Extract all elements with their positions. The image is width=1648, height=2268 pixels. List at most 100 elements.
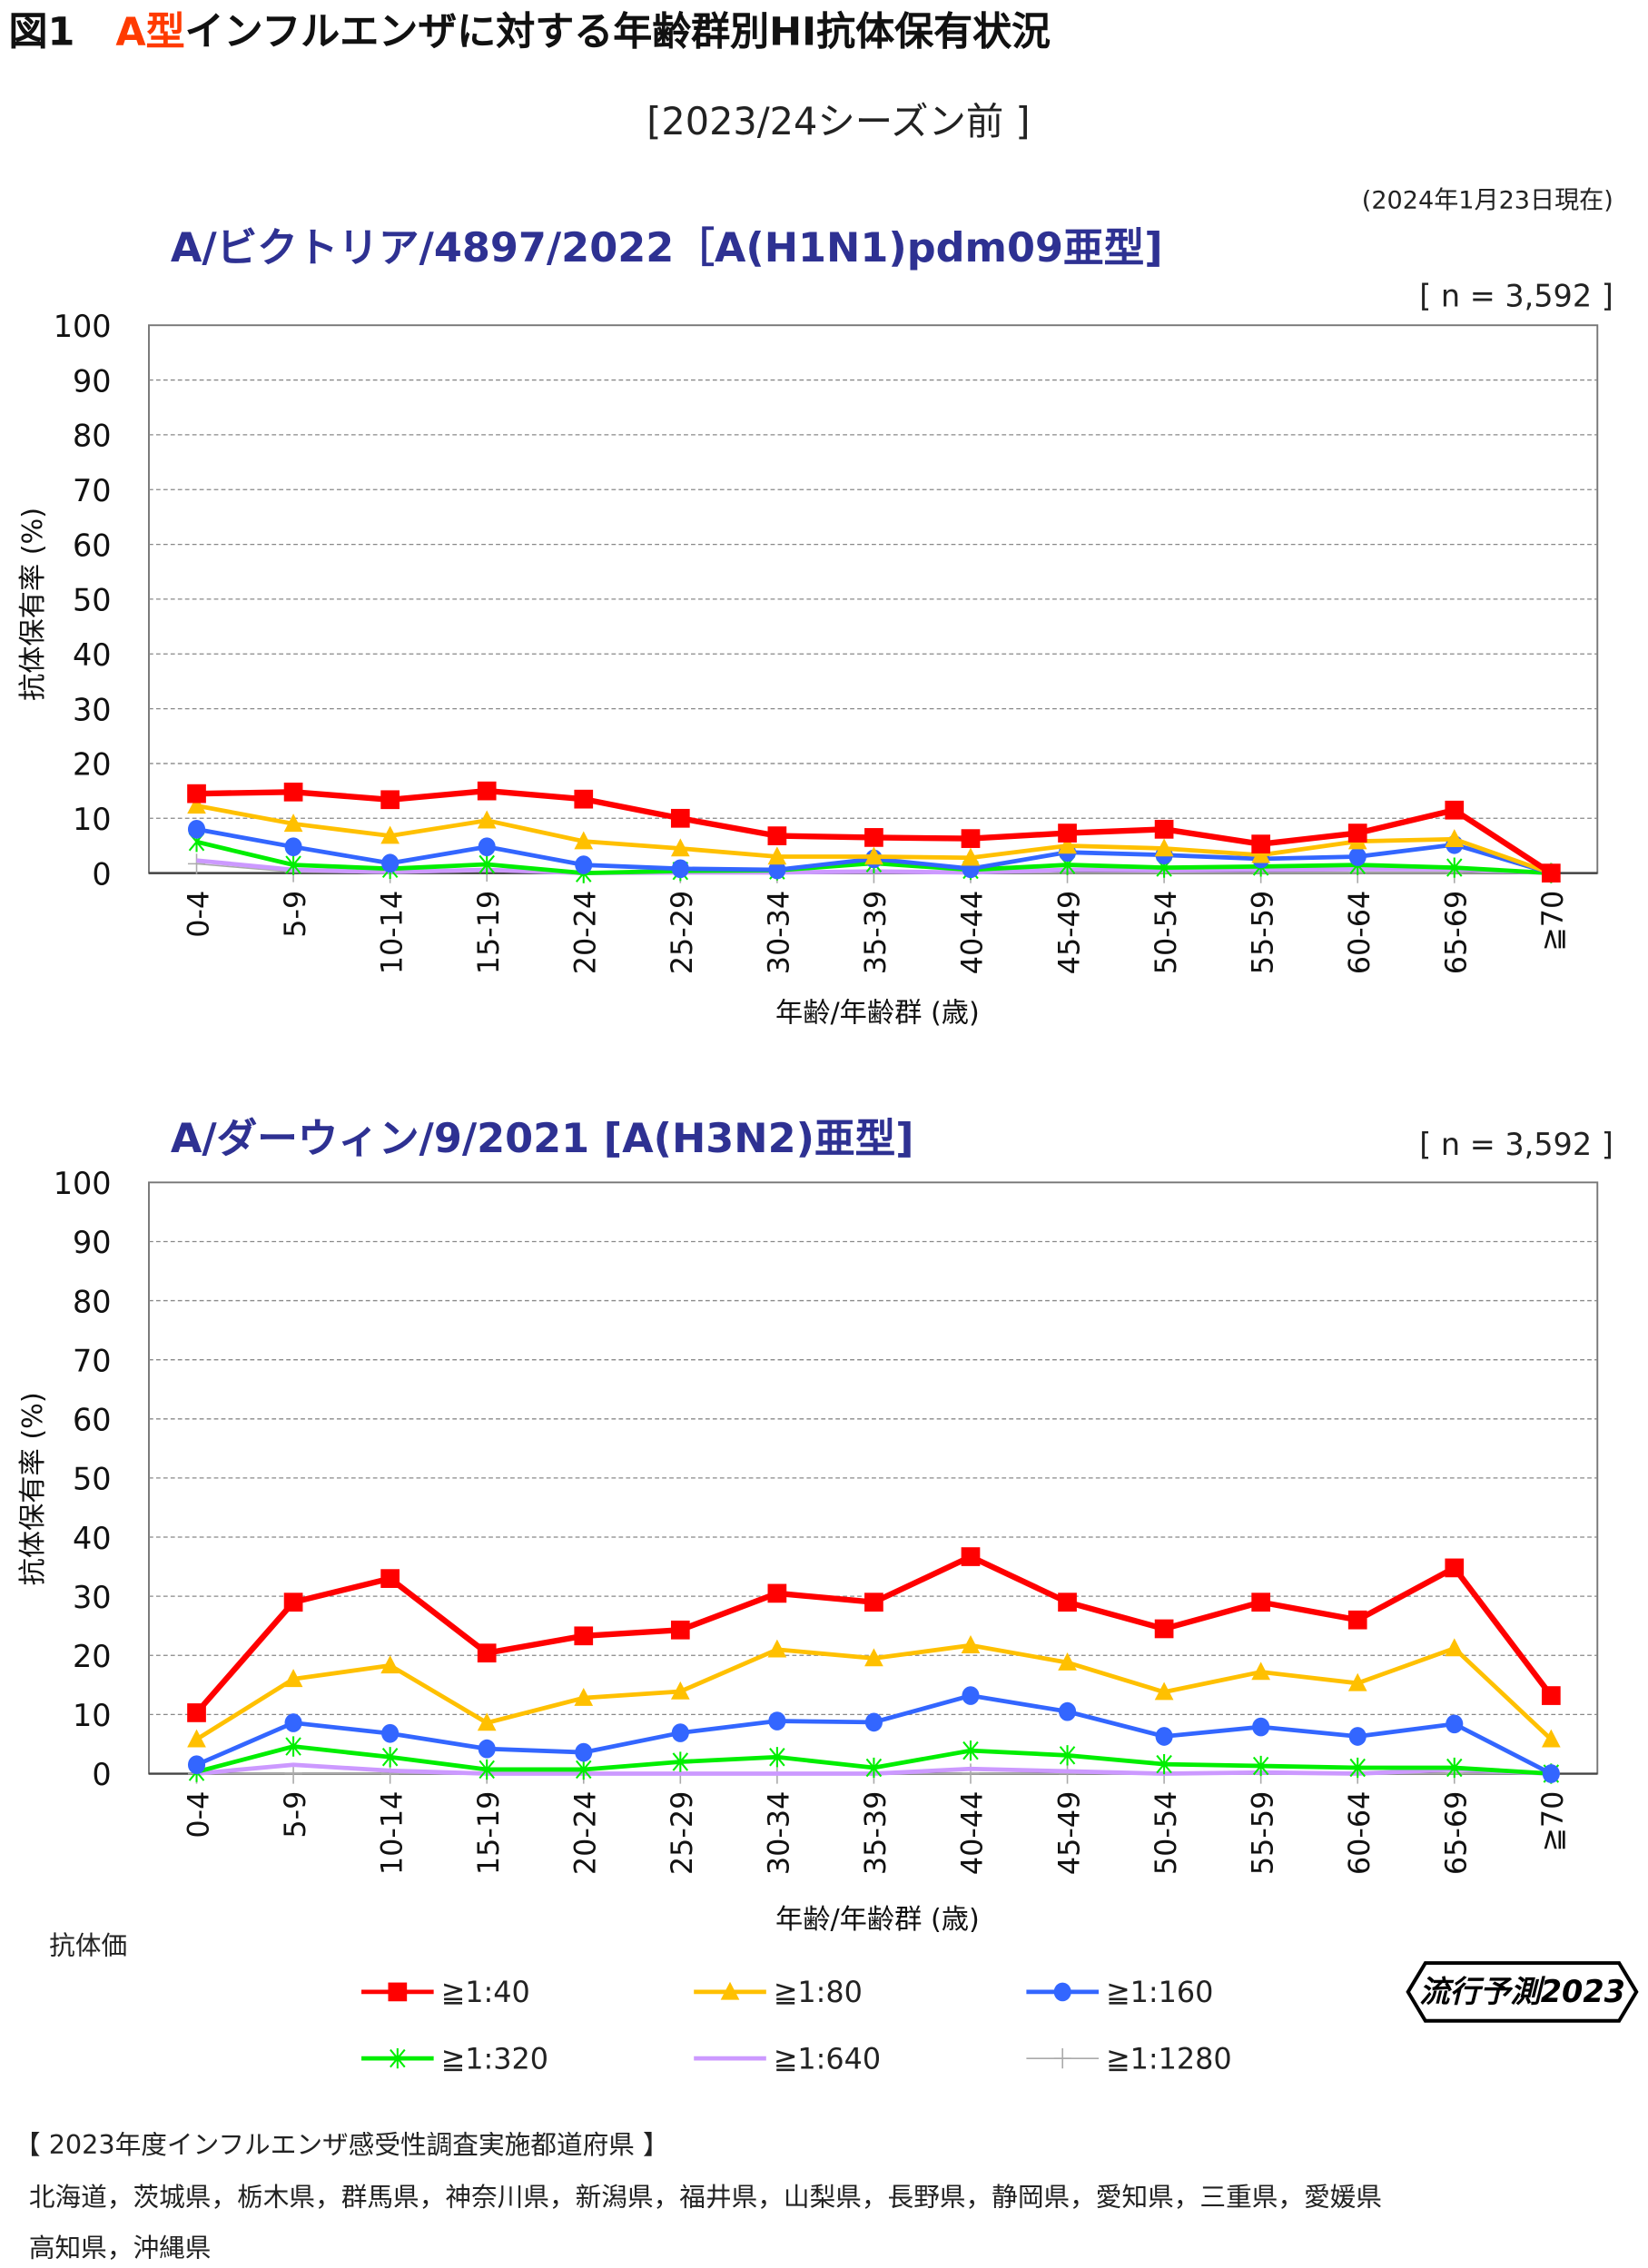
data-point	[865, 1757, 883, 1779]
data-point	[671, 859, 689, 879]
data-point	[479, 853, 495, 875]
data-point	[1347, 1672, 1367, 1691]
x-tick-label: 25-29	[665, 891, 699, 975]
series-≧1:80	[187, 795, 1561, 882]
y-tick-label: 20	[73, 747, 112, 783]
data-point	[1155, 1727, 1173, 1746]
data-point	[283, 1593, 303, 1612]
data-point	[768, 1711, 786, 1731]
title-accent: A型	[115, 10, 185, 55]
x-tick-label: 65-69	[1439, 891, 1474, 975]
data-point	[1154, 838, 1174, 857]
figure-title: 図1 A型インフルエンザに対する年齢群別HI抗体保有状況	[9, 0, 1051, 56]
x-tick-label: 25-29	[665, 1791, 699, 1875]
x-tick-label: 50-54	[1149, 891, 1183, 975]
data-point	[575, 1759, 592, 1780]
x-tick-label: 50-54	[1149, 1791, 1183, 1875]
series-≧1:80	[187, 1635, 1561, 1748]
data-point	[864, 828, 883, 847]
data-point	[187, 853, 206, 874]
y-tick-label: 0	[92, 856, 111, 892]
y-tick-label: 60	[73, 528, 112, 563]
data-point	[1154, 1619, 1174, 1639]
series-≧1:40	[187, 781, 1561, 883]
legend-item: ≧1:80	[694, 1975, 863, 2009]
data-point	[1445, 829, 1465, 847]
data-point	[478, 837, 496, 857]
data-point	[1445, 1638, 1465, 1657]
data-point	[767, 1639, 787, 1658]
data-point	[1445, 1558, 1465, 1578]
data-point	[1349, 1757, 1366, 1779]
x-tick-label: 40-44	[955, 891, 990, 975]
data-point	[284, 1713, 302, 1732]
data-point	[671, 1723, 689, 1742]
data-point	[1542, 1764, 1560, 1783]
data-point	[187, 784, 206, 804]
data-point	[1446, 1757, 1463, 1779]
y-tick-label: 70	[73, 1343, 112, 1378]
x-tick-label: 35-39	[858, 891, 893, 975]
x-tick-label: 60-64	[1342, 1791, 1377, 1875]
chart-2: 0 10 20 30 40 50 60 70 80 90 100 0-4 5-9 10-14 15-19 20…	[17, 1166, 1599, 1936]
data-point	[1154, 820, 1174, 839]
svg-text:流行予測2023: 流行予測2023	[1419, 1974, 1625, 2009]
x-tick-label: 60-64	[1342, 891, 1377, 975]
data-point	[1252, 1717, 1270, 1737]
data-point	[1058, 1763, 1077, 1784]
data-point	[1541, 863, 1561, 883]
y-tick-label: 10	[73, 1698, 112, 1733]
series-line	[194, 1553, 1554, 1715]
legend-marker	[388, 1982, 408, 2002]
legend-item: ≧1:320	[361, 2041, 548, 2076]
data-point	[1251, 834, 1271, 853]
legend-item: ≧1:1280	[1026, 2041, 1232, 2076]
footer-prefectures-1: 北海道，茨城県，栃木県，群馬県，神奈川県，新潟県，福井県，山梨県，長野県，静岡県…	[28, 2183, 1383, 2214]
data-point	[961, 1635, 981, 1653]
data-point	[380, 825, 400, 844]
y-tick-label: 100	[54, 309, 112, 344]
logo: 流行予測2023	[1406, 1961, 1639, 2023]
data-point	[670, 1620, 690, 1640]
data-point	[478, 1739, 496, 1759]
data-point	[187, 795, 206, 814]
x-tick-label: 45-49	[1051, 1791, 1086, 1875]
x-tick-label: 0-4	[181, 891, 215, 938]
data-point	[1252, 1755, 1269, 1777]
data-point	[381, 1723, 400, 1743]
data-point	[187, 820, 206, 839]
chart1-title: A/ビクトリア/4897/2022［A(H1N1)pdm09亜型]	[170, 223, 1163, 272]
series-≧1:40	[187, 1547, 1561, 1722]
data-point	[962, 1763, 980, 1784]
legend-label: ≧1:80	[774, 1975, 863, 2009]
data-point	[1541, 1729, 1561, 1748]
data-point	[767, 1583, 787, 1603]
data-point	[1347, 823, 1367, 843]
data-point	[1445, 800, 1465, 820]
data-point	[1446, 857, 1463, 878]
data-point	[574, 789, 594, 809]
data-point	[1058, 835, 1077, 854]
y-tick-label: 30	[73, 1580, 112, 1615]
data-point	[285, 854, 301, 875]
legend-marker	[390, 2048, 406, 2069]
data-point	[187, 1729, 206, 1748]
data-point	[477, 1643, 497, 1663]
y-tick-label: 20	[73, 1639, 112, 1674]
data-point	[575, 1742, 593, 1762]
x-tick-label: ≧70	[1535, 1791, 1570, 1852]
legend-label: ≧1:1280	[1106, 2041, 1232, 2076]
data-point	[187, 1755, 206, 1775]
data-point	[381, 1747, 399, 1768]
data-point	[1058, 1652, 1077, 1671]
x-tick-label: 0-4	[181, 1791, 215, 1839]
data-point	[961, 847, 981, 866]
data-point	[1154, 1681, 1174, 1701]
y-tick-label: 100	[54, 1166, 112, 1201]
title-text: インフルエンザに対する年齢群別HI抗体保有状況	[184, 10, 1051, 55]
data-point	[961, 829, 981, 848]
y-tick-label: 90	[73, 363, 112, 399]
data-point	[187, 1703, 206, 1722]
legend-marker	[720, 1981, 740, 2000]
